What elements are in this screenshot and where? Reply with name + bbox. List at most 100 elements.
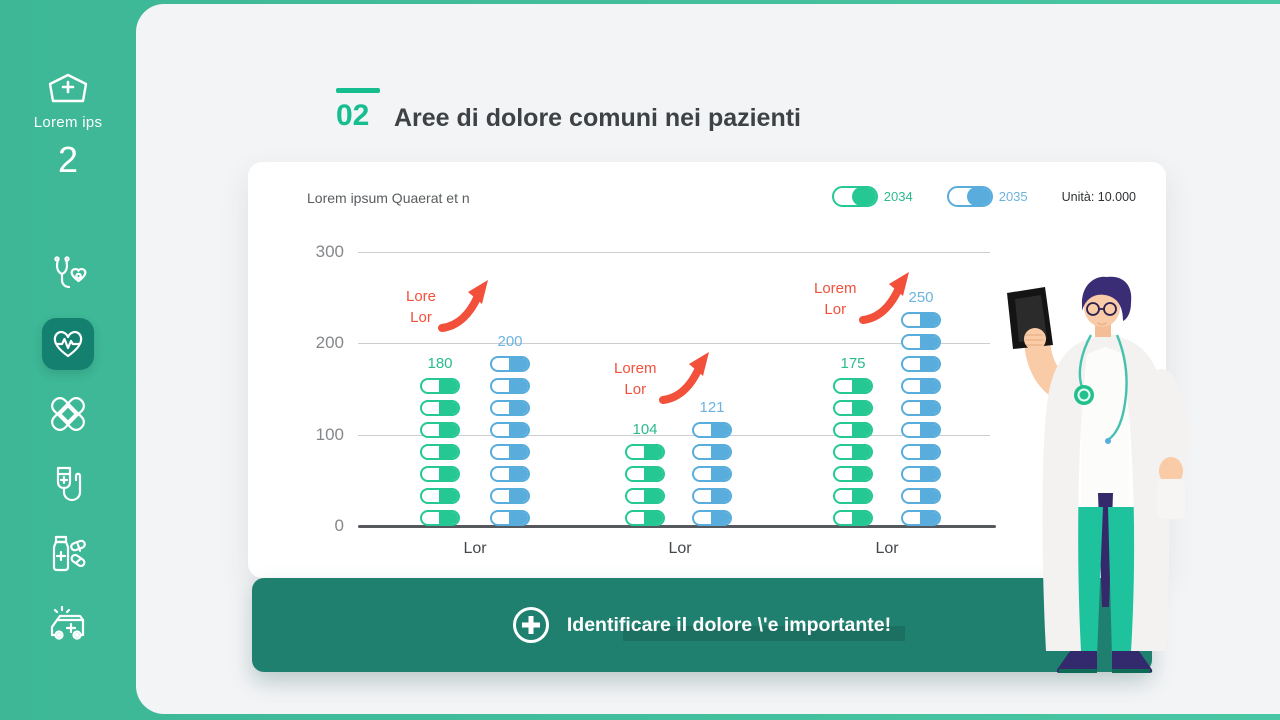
- bandages-icon: [51, 397, 85, 431]
- capsule-icon: [901, 422, 941, 438]
- capsule-stack-2034-2: 104: [625, 421, 665, 526]
- capsule-icon: [420, 466, 460, 482]
- banner-underline: [622, 625, 906, 641]
- legend-toggle-2035[interactable]: 2035: [946, 186, 1028, 207]
- nurse-cap-icon: [48, 73, 88, 103]
- growth-arrow-icon: [858, 272, 909, 324]
- capsule-icon: [692, 466, 732, 482]
- callout-banner: Identificare il dolore \'e importante!: [252, 578, 1152, 672]
- gridline-300: [358, 252, 990, 253]
- capsule-icon: [490, 400, 530, 416]
- capsule-icon: [490, 422, 530, 438]
- toggle-2035[interactable]: [946, 186, 993, 207]
- chart-card: Lorem ipsum Quaerat et n 2034 2035 Unità…: [248, 162, 1166, 578]
- capsule-icon: [490, 466, 530, 482]
- ambulance-icon: [50, 605, 85, 640]
- y-tick-label: 300: [315, 242, 344, 261]
- sidebar-logo-label: Lorem ips: [33, 114, 103, 131]
- y-tick-label: 0: [334, 516, 344, 535]
- chart-legend: 2034 2035 Unità: 10.000: [831, 186, 1136, 207]
- annotation-text: Lorem Lor: [614, 360, 657, 398]
- sidebar-item-iv-drip[interactable]: [42, 458, 94, 510]
- capsule-icon: [901, 356, 941, 372]
- sidebar-item-medicine[interactable]: [42, 528, 94, 580]
- legend-toggle-2034[interactable]: 2034: [831, 186, 913, 207]
- y-tick-label: 100: [315, 424, 344, 444]
- capsule-stack-2034-3: 175: [833, 355, 873, 526]
- capsule-icon: [833, 422, 873, 438]
- x-category-label: Lor: [463, 540, 487, 557]
- stethoscope-heart-icon: [54, 256, 87, 289]
- iv-drip-icon: [56, 466, 82, 502]
- capsule-icon: [692, 510, 732, 526]
- capsule-icon: [901, 400, 941, 416]
- sidebar-nav: [0, 248, 136, 650]
- capsule-stack-2034-1: 180: [420, 355, 460, 526]
- capsule-stack-2035-1: 200: [490, 333, 530, 526]
- banner-text: Identificare il dolore \'e importante!: [566, 613, 892, 636]
- annotation-group-3: Lorem Lor: [814, 270, 911, 326]
- capsule-icon: [625, 488, 665, 504]
- annotation-text: Lore Lor: [406, 288, 437, 326]
- value-label: 104: [632, 421, 658, 438]
- capsule-icon: [692, 422, 732, 438]
- page-title: Aree di dolore comuni nei pazienti: [394, 104, 802, 132]
- capsule-icon: [420, 510, 460, 526]
- heart-pulse-icon: [53, 330, 83, 358]
- growth-arrow-icon: [658, 352, 709, 404]
- capsule-icon: [901, 312, 941, 328]
- capsule-icon: [692, 444, 732, 460]
- sidebar-logo-number: 2: [57, 139, 79, 180]
- capsule-icon: [901, 334, 941, 350]
- capsule-icon: [833, 400, 873, 416]
- gridline-100: [358, 434, 990, 436]
- capsule-icon: [490, 488, 530, 504]
- capsule-icon: [901, 466, 941, 482]
- capsule-icon: [625, 444, 665, 460]
- capsule-icon: [692, 488, 732, 504]
- annotation-text: Lorem Lor: [814, 280, 857, 318]
- capsule-icon: [490, 378, 530, 394]
- capsule-icon: [625, 510, 665, 526]
- plot-area: 0 100 200 300 Lor Lor Lor 180 104 175 200 121 250: [248, 162, 1166, 578]
- capsule-icon: [490, 356, 530, 372]
- section-header: 02 Aree di dolore comuni nei pazienti: [336, 88, 801, 133]
- annotation-group-2: Lorem Lor: [614, 350, 711, 406]
- value-label: 200: [497, 333, 523, 350]
- gridline-200: [358, 343, 990, 345]
- value-label: 175: [840, 355, 866, 372]
- sidebar-item-bandages[interactable]: [42, 388, 94, 440]
- gridline-0: [358, 525, 996, 528]
- capsule-icon: [833, 488, 873, 504]
- accent-bar: [336, 88, 380, 93]
- capsule-icon: [833, 378, 873, 394]
- y-tick-label: 200: [315, 333, 344, 353]
- main-panel: 02 Aree di dolore comuni nei pazienti Lo…: [136, 4, 1280, 714]
- sidebar-item-ambulance[interactable]: [42, 598, 94, 650]
- growth-arrow-icon: [438, 280, 489, 332]
- value-label: 121: [699, 399, 725, 416]
- toggle-2034[interactable]: [831, 186, 878, 207]
- capsule-icon: [420, 488, 460, 504]
- doctor-illustration: [1007, 276, 1190, 673]
- capsule-icon: [420, 422, 460, 438]
- medicine-bottle-pills-icon: [52, 535, 86, 572]
- x-category-label: Lor: [875, 540, 899, 557]
- annotation-group-1: Lore Lor: [406, 278, 490, 334]
- capsule-icon: [901, 510, 941, 526]
- x-category-label: Lor: [668, 540, 692, 557]
- sidebar-logo: Lorem ips 2: [0, 70, 136, 181]
- capsule-icon: [901, 444, 941, 460]
- capsule-stack-2035-3: 250: [901, 289, 941, 526]
- value-label: 250: [908, 289, 934, 306]
- sidebar-item-heart-pulse[interactable]: [42, 318, 94, 370]
- capsule-icon: [420, 378, 460, 394]
- plus-circle-icon: [512, 607, 549, 643]
- capsule-icon: [490, 444, 530, 460]
- sidebar-item-stethoscope[interactable]: [42, 248, 94, 300]
- capsule-icon: [833, 466, 873, 482]
- capsule-icon: [420, 400, 460, 416]
- capsule-icon: [490, 510, 530, 526]
- capsule-stack-2035-2: 121: [692, 399, 732, 526]
- legend-label-2034: 2034: [883, 189, 913, 204]
